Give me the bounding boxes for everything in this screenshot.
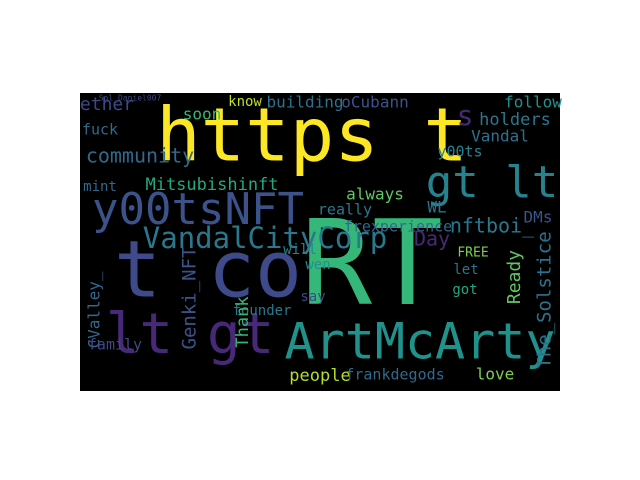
word: Mitsubishinft <box>145 175 278 195</box>
word: CValley_ <box>85 271 104 348</box>
word: Genki_NFT <box>179 247 201 350</box>
word: The_Solstice <box>534 231 556 368</box>
word: VandalCityCorp <box>143 221 387 255</box>
word: really <box>318 201 372 219</box>
word: frexperience <box>344 218 452 236</box>
word: ether <box>80 94 134 115</box>
word: let <box>453 262 478 278</box>
word: follow <box>504 93 562 112</box>
word: Day <box>414 227 450 251</box>
word: community <box>86 144 194 168</box>
word: wen <box>305 257 330 273</box>
word: will <box>283 242 317 258</box>
word: y00ts <box>437 143 482 161</box>
word: https t <box>156 93 468 179</box>
word: ArtMcArty <box>285 313 556 371</box>
word-cloud-background <box>80 93 560 391</box>
word: founder <box>232 303 291 319</box>
word: people <box>289 366 350 386</box>
word: always <box>346 185 404 204</box>
word: got <box>452 282 477 298</box>
word: frankdegods <box>345 366 444 384</box>
word: fuck <box>82 121 118 139</box>
word: Sol_Daniel007 <box>99 94 162 103</box>
word: y00tsNFT <box>92 184 304 235</box>
word: mint <box>83 179 117 195</box>
word: nftboi_ <box>450 214 535 238</box>
word: say <box>300 289 325 305</box>
word: Ready <box>504 250 525 304</box>
word: know <box>228 94 262 110</box>
word: lt gt <box>106 302 275 367</box>
word: RT <box>301 194 443 332</box>
word: oCubann <box>341 93 408 112</box>
word: t co <box>114 225 302 315</box>
word: WL <box>427 198 446 217</box>
word: gt lt <box>426 157 558 208</box>
word: FREE <box>457 246 488 261</box>
word: holders <box>479 110 551 130</box>
word: DMs <box>524 208 553 227</box>
word: s <box>457 99 474 132</box>
word: Vandal <box>471 127 529 146</box>
word: building <box>266 93 343 112</box>
word: soon <box>183 105 222 124</box>
word: Thank <box>233 296 253 347</box>
word: family <box>88 336 142 354</box>
word: love <box>476 365 515 384</box>
